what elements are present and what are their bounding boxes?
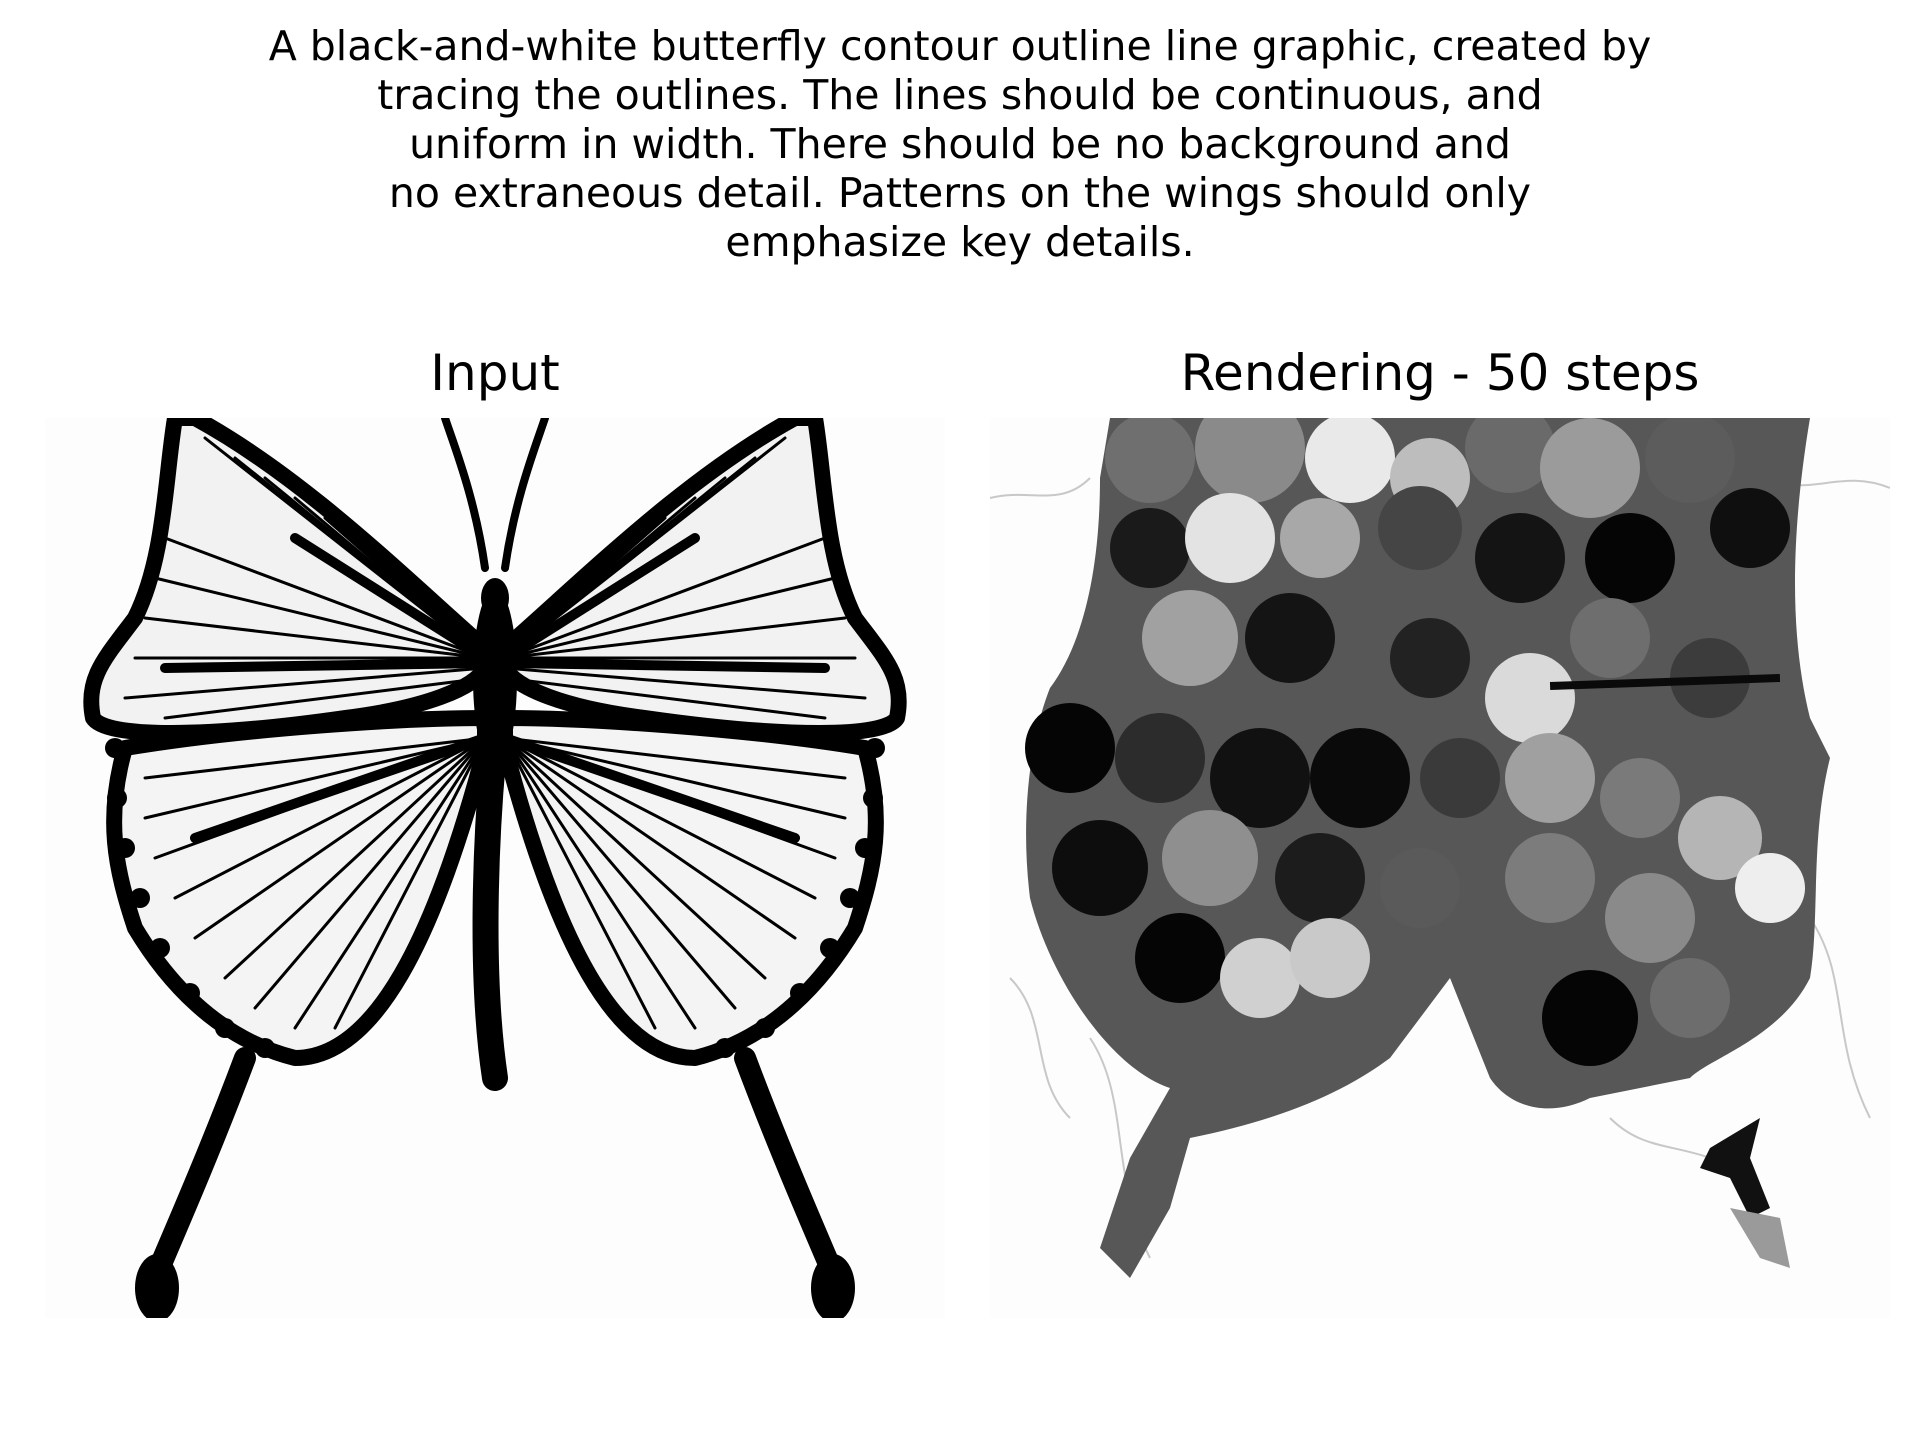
caption-line: A black-and-white butterfly contour outl…: [268, 22, 1652, 70]
left-tail: [144, 1047, 256, 1289]
rendering-tail-fragment: [1700, 1118, 1770, 1218]
rendering-panel-title: Rendering - 50 steps: [1180, 344, 1700, 402]
lower-left-wing: [106, 710, 493, 1066]
caption-line: no extraneous detail. Patterns on the wi…: [388, 169, 1532, 217]
caption-line: tracing the outlines. The lines should b…: [377, 71, 1543, 119]
antenna-right: [501, 418, 549, 572]
caption-line: uniform in width. There should be no bac…: [409, 120, 1511, 168]
butterfly-rendering: [990, 418, 1890, 1278]
butterfly-line-art: [83, 418, 907, 1318]
rendering-image: [990, 418, 1890, 1318]
input-image: [45, 418, 945, 1318]
right-tail: [734, 1047, 846, 1289]
input-panel-title: Input: [430, 344, 560, 402]
antenna-left: [441, 418, 489, 572]
caption-line: emphasize key details.: [725, 218, 1195, 266]
prompt-caption: A black-and-white butterfly contour outl…: [210, 22, 1710, 267]
butterfly-body: [473, 588, 517, 768]
lower-right-wing: [497, 710, 884, 1066]
